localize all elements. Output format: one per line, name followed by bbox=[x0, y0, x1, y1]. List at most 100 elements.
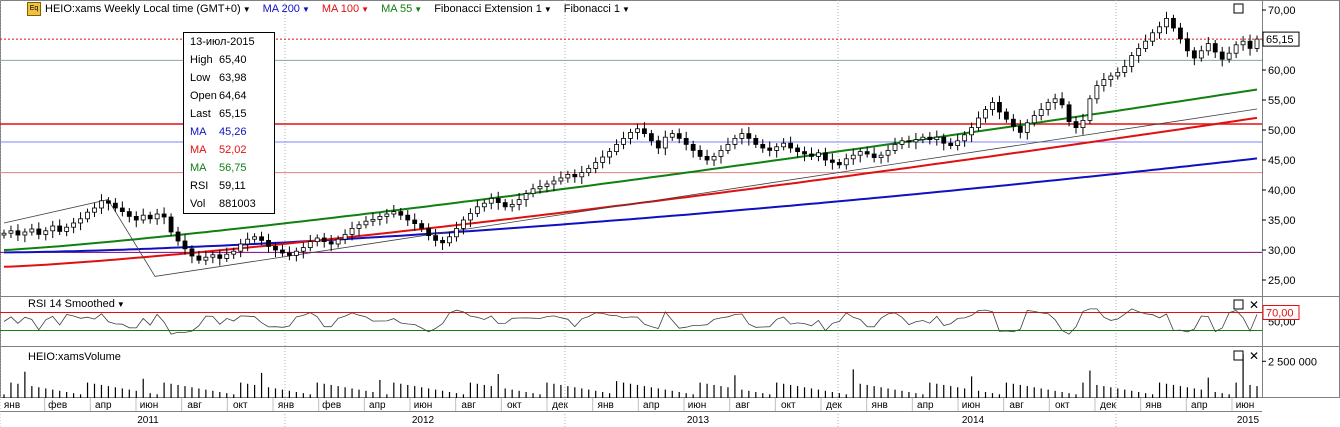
candle-body bbox=[1010, 118, 1016, 127]
info-key: MA bbox=[190, 144, 207, 156]
month-label: окт bbox=[1055, 400, 1070, 411]
candle-body bbox=[210, 254, 216, 258]
candle-body bbox=[433, 235, 438, 241]
candle-body bbox=[642, 128, 647, 135]
candle-body bbox=[1219, 51, 1225, 60]
info-key: RSI bbox=[190, 180, 209, 192]
info-row: MA 56,75 bbox=[184, 159, 274, 177]
candle-body bbox=[969, 127, 974, 136]
month-label: янв bbox=[872, 400, 888, 411]
candle-body bbox=[732, 137, 738, 145]
candle-body bbox=[349, 227, 355, 235]
candle-body bbox=[1212, 43, 1218, 53]
info-row: MA 52,02 bbox=[184, 141, 274, 159]
info-value: 59,11 bbox=[219, 180, 246, 192]
candle-body bbox=[71, 222, 77, 228]
candle-body bbox=[767, 147, 773, 151]
indicator-ma-200[interactable]: MA 200 ▼ bbox=[263, 3, 310, 15]
month-label: апр bbox=[917, 400, 934, 411]
candle-body bbox=[391, 211, 397, 215]
candle-body bbox=[495, 197, 501, 203]
month-label: июн bbox=[962, 400, 981, 411]
chevron-down-icon: ▼ bbox=[622, 4, 630, 14]
candle-body bbox=[1254, 38, 1260, 49]
candle-body bbox=[328, 241, 334, 245]
candle-body bbox=[997, 102, 1002, 113]
indicator-fibonacci-extension-1[interactable]: Fibonacci Extension 1 ▼ bbox=[434, 3, 552, 15]
candle-body bbox=[133, 215, 139, 221]
candle-body bbox=[1178, 27, 1183, 40]
indicator-ma-55[interactable]: MA 55 ▼ bbox=[381, 3, 422, 15]
candle-body bbox=[488, 197, 494, 204]
candle-body bbox=[718, 149, 724, 157]
candle-body bbox=[461, 219, 466, 229]
candle-body bbox=[697, 149, 703, 157]
candle-body bbox=[182, 240, 188, 250]
info-row: High 65,40 bbox=[184, 51, 274, 69]
month-label: дек bbox=[826, 400, 842, 411]
price-tick-label: 50,00 bbox=[1268, 125, 1296, 137]
ma-200-line bbox=[4, 157, 1258, 254]
candle-body bbox=[635, 128, 640, 133]
month-label: янв bbox=[598, 400, 614, 411]
candle-body bbox=[1184, 38, 1190, 52]
candle-body bbox=[600, 156, 606, 163]
candle-body bbox=[885, 149, 891, 156]
ma-55-line bbox=[3, 88, 1258, 251]
candle-body bbox=[962, 134, 968, 142]
info-value: 52,02 bbox=[219, 144, 247, 156]
candle-body bbox=[572, 173, 578, 178]
month-label: авг bbox=[735, 400, 750, 411]
month-label: июн bbox=[1236, 400, 1255, 411]
candle-body bbox=[447, 236, 452, 244]
candle-body bbox=[614, 143, 619, 152]
candle-body bbox=[217, 254, 223, 259]
candle-body bbox=[809, 153, 814, 157]
eq-icon[interactable]: Eq bbox=[27, 2, 41, 16]
candle-body bbox=[760, 143, 766, 149]
candle-body bbox=[43, 230, 49, 235]
info-value: 64,64 bbox=[219, 90, 247, 102]
chevron-down-icon: ▼ bbox=[301, 4, 310, 14]
indicator-fibonacci-1[interactable]: Fibonacci 1 ▼ bbox=[564, 3, 630, 15]
candle-body bbox=[440, 239, 445, 244]
candle-body bbox=[516, 199, 522, 205]
rsi-panel-title[interactable]: RSI 14 Smoothed ▼ bbox=[28, 298, 125, 310]
candle-body bbox=[203, 256, 209, 261]
price-tick-label: 55,00 bbox=[1268, 95, 1296, 107]
candle-body bbox=[273, 245, 278, 251]
candle-body bbox=[920, 136, 926, 140]
rsi-marker-label: 70,00 bbox=[1266, 308, 1294, 320]
year-label: 2012 bbox=[412, 415, 435, 426]
candle-body bbox=[788, 142, 794, 149]
info-row: RSI 59,11 bbox=[184, 177, 274, 195]
candle-body bbox=[990, 102, 995, 111]
chevron-down-icon: ▼ bbox=[242, 4, 251, 14]
candle-body bbox=[126, 211, 132, 217]
candle-body bbox=[746, 133, 752, 139]
candle-body bbox=[725, 143, 731, 151]
info-row: Vol 881003 bbox=[184, 195, 274, 213]
candle-body bbox=[948, 142, 954, 146]
candle-body bbox=[565, 173, 571, 179]
indicator-ma-100[interactable]: MA 100 ▼ bbox=[322, 3, 369, 15]
candle-body bbox=[50, 225, 56, 232]
candle-body bbox=[78, 218, 83, 224]
price-tick-label: 30,00 bbox=[1268, 245, 1296, 257]
candle-body bbox=[864, 151, 870, 155]
candle-body bbox=[976, 117, 981, 129]
candle-body bbox=[934, 136, 940, 140]
info-key: Vol bbox=[190, 198, 206, 210]
indicator-label: Fibonacci Extension 1 bbox=[434, 3, 542, 15]
candle-body bbox=[293, 250, 299, 256]
candle-body bbox=[983, 109, 988, 119]
candle-body bbox=[829, 159, 835, 163]
info-key: High bbox=[190, 54, 213, 66]
symbol-title[interactable]: HEIO:xams Weekly Local time (GMT+0) ▼ bbox=[45, 3, 251, 15]
data-info-box: 13-июл-2015 High 65,40 Low 63,98 Open 64,64 La… bbox=[183, 32, 275, 214]
candle-body bbox=[1171, 17, 1176, 29]
month-label: окт bbox=[233, 400, 248, 411]
month-label: дек bbox=[552, 400, 568, 411]
month-label: янв bbox=[278, 400, 294, 411]
candle-body bbox=[112, 202, 118, 209]
